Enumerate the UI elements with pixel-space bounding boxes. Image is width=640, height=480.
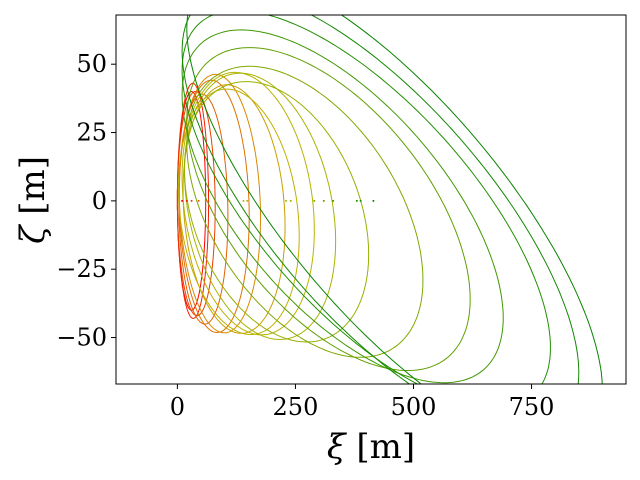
- origin-marker-5: [214, 199, 217, 202]
- orbit-curve-14: [181, 15, 551, 384]
- orbit-curve-5: [178, 73, 261, 334]
- origin-marker-6: [228, 199, 231, 202]
- origin-marker-7: [242, 199, 245, 202]
- origin-marker-1: [185, 199, 188, 202]
- orbit-curve-7: [177, 88, 300, 335]
- origin-marker-8: [246, 199, 249, 202]
- origin-marker-13: [332, 199, 335, 202]
- x-axis-label: ξ [m]: [327, 427, 415, 467]
- x-tick-label: 250: [273, 393, 319, 421]
- x-axis-unit: [m]: [346, 427, 416, 467]
- orbit-curve-13: [181, 29, 504, 384]
- origin-marker-12: [322, 199, 325, 202]
- y-tick-label: −50: [56, 324, 107, 352]
- origin-marker-4: [204, 199, 207, 202]
- y-axis-ticks: −50 −25 0 25 50: [56, 50, 116, 352]
- orbit-curve-16: [186, 15, 603, 384]
- origin-marker-11: [313, 199, 316, 202]
- origin-marker-14: [355, 199, 358, 202]
- orbit-curve-15: [181, 15, 580, 384]
- y-axis-symbol: ζ: [13, 223, 53, 244]
- orbit-curve-8: [181, 71, 315, 336]
- origin-marker-9: [285, 199, 287, 202]
- orbit-curves: [176, 15, 603, 384]
- x-axis-symbol: ξ: [327, 427, 348, 467]
- x-tick-label: 500: [391, 393, 437, 421]
- orbit-curve-12: [186, 47, 471, 371]
- x-tick-label: 750: [509, 393, 555, 421]
- x-tick-label: 0: [170, 393, 185, 421]
- orbit-curve-11: [186, 65, 424, 358]
- origin-marker-3: [197, 199, 200, 202]
- origin-markers: [181, 199, 375, 202]
- x-axis-ticks: 0 250 500 750: [170, 384, 555, 421]
- origin-marker-15: [359, 199, 362, 202]
- y-tick-label: −25: [56, 255, 107, 283]
- origin-marker-0: [181, 199, 184, 202]
- y-tick-label: 0: [92, 187, 107, 215]
- y-tick-label: 50: [76, 50, 107, 78]
- y-axis-label: ζ [m]: [13, 156, 53, 244]
- orbit-curve-10: [184, 81, 370, 343]
- origin-marker-2: [190, 199, 193, 202]
- orbit-curve-4: [178, 79, 250, 334]
- orbit-curve-9: [184, 72, 337, 341]
- plot-frame: [115, 14, 627, 385]
- origin-marker-10: [289, 199, 292, 202]
- origin-marker-16: [372, 199, 375, 202]
- y-axis-unit: [m]: [13, 156, 53, 226]
- orbit-curve-6: [182, 84, 286, 334]
- y-tick-label: 25: [76, 119, 107, 147]
